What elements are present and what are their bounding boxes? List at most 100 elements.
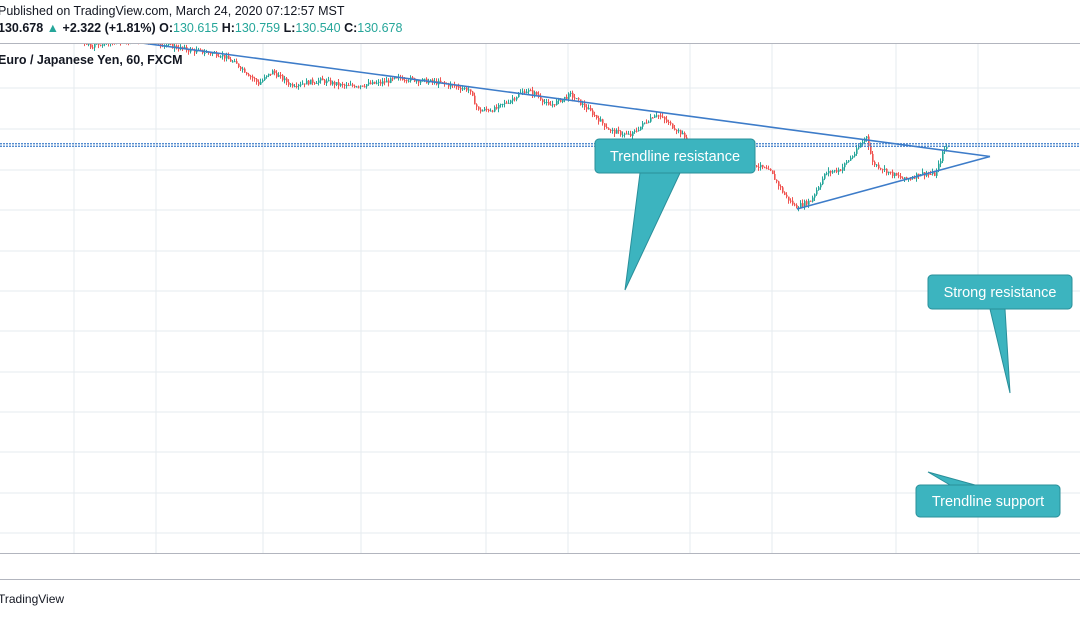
candle-body xyxy=(830,170,832,173)
candle-body xyxy=(322,78,324,81)
candle-body xyxy=(528,90,530,92)
low-value: 130.540 xyxy=(295,21,341,35)
candle-body xyxy=(586,107,588,110)
candle-body xyxy=(522,91,524,93)
price-summary: 130.678 ▲ +2.322 (+1.81%) O:130.615 H:13… xyxy=(0,21,402,35)
candle-body xyxy=(856,148,858,154)
candle-body xyxy=(666,119,668,122)
candle-body xyxy=(484,108,486,111)
candle-body xyxy=(564,96,566,99)
candle-body xyxy=(780,186,782,188)
candle-body xyxy=(914,177,916,179)
candle-body xyxy=(542,99,544,103)
candle-body xyxy=(758,166,760,168)
candle-body xyxy=(910,178,912,180)
last-price: 130.678 xyxy=(0,21,44,35)
candle-body xyxy=(342,83,344,85)
candle-body xyxy=(776,179,778,182)
candle-body xyxy=(594,115,596,117)
candle-body xyxy=(374,81,376,84)
candle-body xyxy=(554,104,556,106)
candle-body xyxy=(888,171,890,174)
candle-body xyxy=(270,73,272,75)
candle-body xyxy=(366,84,368,87)
callout-box xyxy=(594,138,756,174)
candle-body xyxy=(408,80,410,82)
candle-body xyxy=(816,190,818,195)
candle-body xyxy=(604,123,606,127)
candle-body xyxy=(682,132,684,135)
callouts: Trendline resistance Strong resistance Tre… xyxy=(594,138,1073,518)
candle-body xyxy=(506,102,508,104)
candles xyxy=(84,44,950,212)
candle-body xyxy=(756,165,758,167)
candle-body xyxy=(456,86,458,88)
candle-body xyxy=(646,122,648,124)
candle-body xyxy=(406,80,408,82)
candle-body xyxy=(280,75,282,77)
candle-body xyxy=(774,173,776,180)
candle-body xyxy=(244,68,246,73)
candle-body xyxy=(852,156,854,158)
candle-body xyxy=(546,102,548,104)
candle-body xyxy=(590,107,592,111)
candle-body xyxy=(474,95,476,105)
candle-body xyxy=(260,81,262,85)
candle-body xyxy=(234,61,236,63)
low-label: L: xyxy=(283,21,296,35)
candle-body xyxy=(354,85,356,88)
candle-body xyxy=(264,77,266,81)
candle-body xyxy=(842,167,844,171)
candle-body xyxy=(432,79,434,82)
candle-body xyxy=(334,81,336,85)
high-value: 130.759 xyxy=(234,21,281,35)
candle-body xyxy=(500,104,502,106)
candle-body xyxy=(836,170,838,172)
candle-body xyxy=(286,78,288,83)
candle-body xyxy=(926,173,928,176)
candle-body xyxy=(828,170,830,174)
candle-body xyxy=(534,92,536,95)
callout-label: Strong resistance xyxy=(944,285,1057,301)
candle-body xyxy=(588,107,590,110)
candle-body xyxy=(884,168,886,170)
candle-body xyxy=(894,173,896,176)
candle-body xyxy=(502,103,504,105)
candle-body xyxy=(858,147,860,149)
candle-body xyxy=(844,163,846,168)
high-label: H: xyxy=(221,21,235,35)
open-label: O: xyxy=(159,21,174,35)
callout-pointer xyxy=(927,471,976,486)
candle-body xyxy=(172,44,174,49)
candle-body xyxy=(848,160,850,162)
price-chart[interactable]: Trendline resistance Strong resistance Tre… xyxy=(0,44,1080,553)
candle-body xyxy=(790,200,792,202)
candle-body xyxy=(392,78,394,80)
candle-body xyxy=(602,119,604,124)
candle-body xyxy=(662,116,664,118)
candle-body xyxy=(684,132,686,138)
candle-body xyxy=(98,44,100,45)
candle-body xyxy=(440,80,442,83)
candle-body xyxy=(222,54,224,57)
candle-body xyxy=(94,44,96,48)
candle-body xyxy=(778,181,780,187)
candle-body xyxy=(784,192,786,195)
candle-body xyxy=(786,194,788,197)
candle-body xyxy=(468,89,470,91)
candle-body xyxy=(170,44,172,45)
candle-body xyxy=(638,130,640,132)
candle-body xyxy=(782,187,784,193)
candle-body xyxy=(558,98,560,101)
candle-body xyxy=(556,100,558,105)
candle-body xyxy=(498,104,500,109)
candle-body xyxy=(274,70,276,74)
candle-body xyxy=(530,90,532,92)
candle-body xyxy=(922,172,924,175)
close-label: C: xyxy=(344,21,358,35)
candle-body xyxy=(640,126,642,131)
candle-body xyxy=(524,91,526,93)
candle-body xyxy=(896,173,898,176)
candle-body xyxy=(566,96,568,99)
grid-lines xyxy=(0,44,1080,553)
